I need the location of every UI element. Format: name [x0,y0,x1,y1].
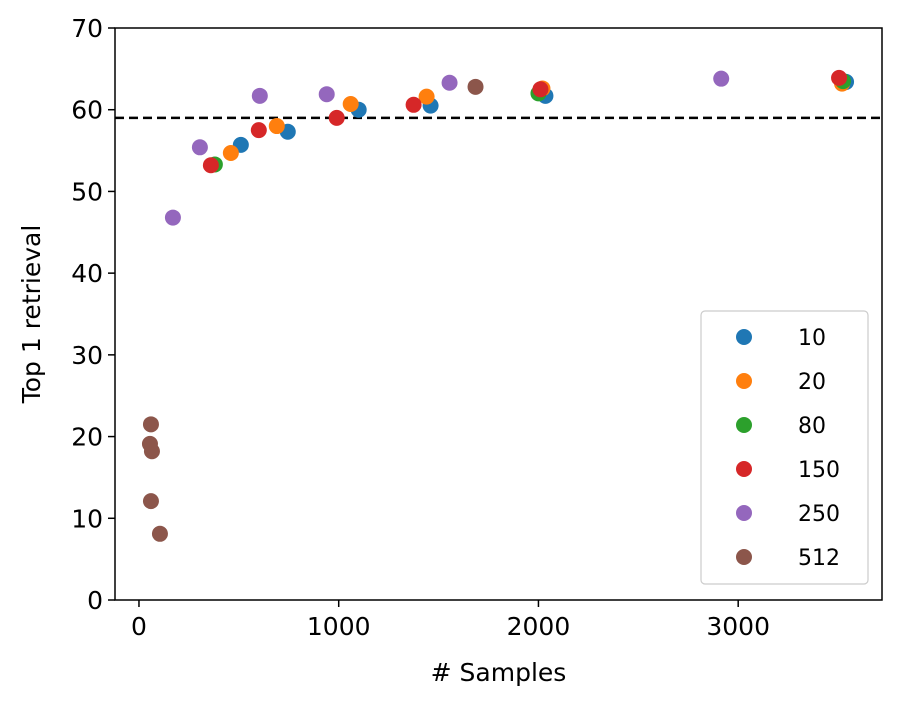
data-point-series-150 [202,157,219,174]
x-tick-label: 3000 [706,612,770,641]
data-point-series-150 [831,69,848,86]
data-point-series-150 [250,122,267,139]
legend-label-150: 150 [798,458,840,483]
data-point-series-512 [142,416,159,433]
y-tick-label: 70 [71,14,103,43]
x-tick-label: 1000 [307,612,371,641]
data-point-series-250 [318,86,335,103]
data-point-series-512 [151,525,168,542]
x-tick-label: 2000 [507,612,571,641]
y-tick-label: 60 [71,96,103,125]
data-point-series-512 [142,493,159,510]
plot-frame [114,27,883,601]
data-point-series-150 [532,81,549,98]
legend-box [700,310,869,585]
x-axis-title: # Samples [431,658,567,687]
data-point-series-250 [164,209,181,226]
y-tick-label: 40 [71,259,103,288]
legend-marker-250 [736,505,752,521]
data-point-series-512 [143,443,160,460]
legend-marker-80 [736,417,752,433]
data-point-series-250 [713,70,730,87]
legend-label-10: 10 [798,326,826,351]
y-axis-title: Top 1 retrieval [17,225,46,405]
data-point-series-20 [222,145,239,162]
x-axis: 0 1000 2000 3000 [131,600,770,641]
legend-label-512: 512 [798,546,840,571]
legend-marker-150 [736,461,752,477]
legend-marker-512 [736,549,752,565]
legend-label-250: 250 [798,502,840,527]
data-point-series-20 [418,88,435,105]
data-point-series-20 [342,95,359,112]
data-point-series-512 [467,78,484,95]
data-point-series-150 [328,109,345,126]
y-tick-label: 50 [71,177,103,206]
data-points-layer [141,69,855,542]
data-point-series-150 [405,96,422,113]
data-point-series-250 [441,74,458,91]
legend-marker-10 [736,329,752,345]
y-tick-label: 30 [71,341,103,370]
legend-label-80: 80 [798,414,826,439]
data-point-series-250 [251,87,268,104]
y-tick-label: 20 [71,423,103,452]
legend-marker-20 [736,373,752,389]
y-tick-label: 10 [71,504,103,533]
y-tick-label: 0 [87,586,103,615]
legend: 10 20 80 150 250 512 [700,310,869,585]
data-point-series-20 [268,118,285,135]
y-axis: 0 10 20 30 40 50 60 70 [71,14,115,615]
legend-label-20: 20 [798,370,826,395]
x-tick-label: 0 [131,612,147,641]
data-point-series-250 [191,139,208,156]
